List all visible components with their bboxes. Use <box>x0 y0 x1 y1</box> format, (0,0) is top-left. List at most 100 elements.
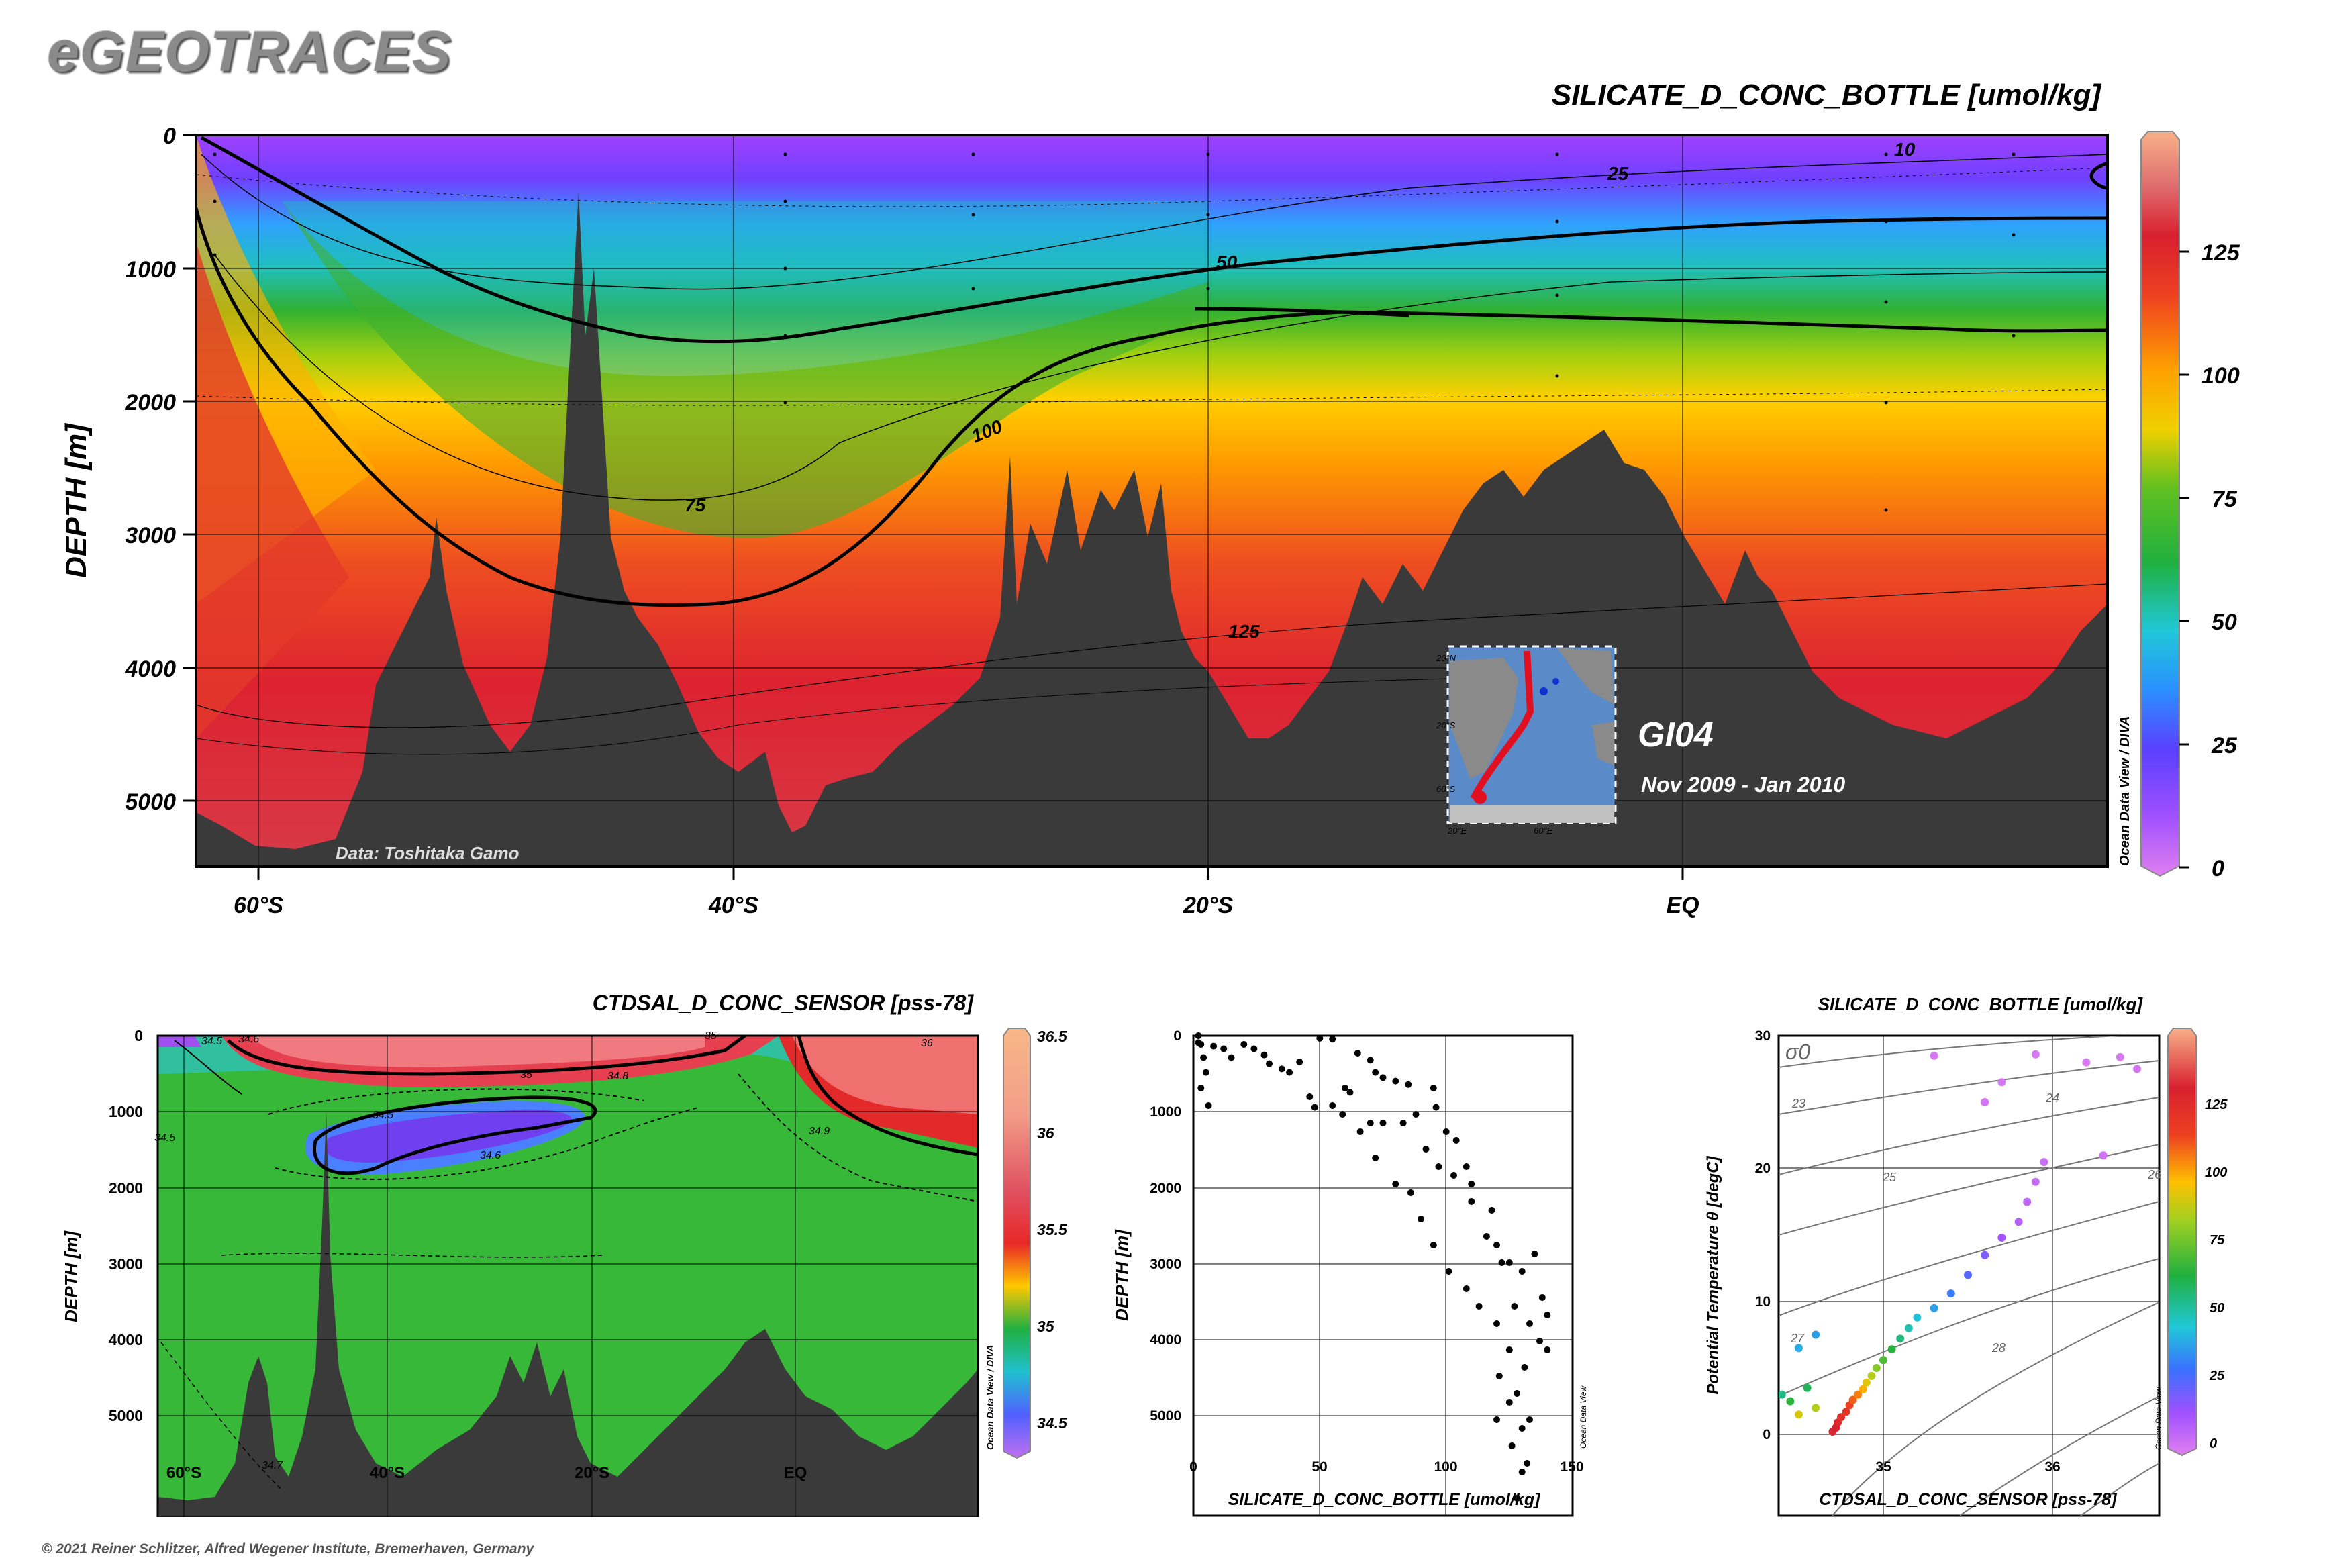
brand-logo: eGEOTRACES <box>47 19 452 84</box>
iso-label-28: 28 <box>1991 1341 2006 1355</box>
ts-point <box>1842 1408 1850 1416</box>
ts-point <box>1812 1330 1820 1339</box>
profile-point <box>1418 1216 1424 1222</box>
ts-point <box>1854 1390 1863 1399</box>
ts-point <box>1779 1390 1786 1399</box>
prof-y-tick-5000: 5000 <box>1150 1408 1181 1424</box>
profile-point <box>1210 1042 1218 1050</box>
profile-point <box>1367 1120 1374 1126</box>
profile-point <box>1521 1364 1528 1371</box>
sal-contour-34-5b: 34.5 <box>373 1110 393 1121</box>
profile-point <box>1498 1259 1505 1266</box>
sal-x-tick-eq: EQ <box>784 1464 807 1482</box>
profile-grid <box>1193 1036 1573 1516</box>
profile-point <box>1306 1093 1314 1100</box>
ts-point <box>1859 1385 1867 1393</box>
ts-y-tick-10: 10 <box>1755 1294 1771 1310</box>
ts-scatter-chart: σ0 23 24 25 26 27 28 SILICATE_D_CONC_BOT… <box>1704 994 2228 1517</box>
cb-tick-25: 25 <box>2211 733 2238 758</box>
ts-point <box>2031 1050 2040 1059</box>
sigma-label: σ0 <box>1785 1040 1810 1064</box>
ts-point <box>1930 1304 1938 1312</box>
salinity-colorbar: 36.5 36 35.5 35 34.5 Ocean Data View / D… <box>985 1028 1068 1459</box>
ts-point <box>2099 1151 2108 1160</box>
cb-tick-125: 125 <box>2201 240 2240 266</box>
profile-point <box>1493 1320 1500 1327</box>
iso-label-25: 25 <box>1882 1171 1897 1184</box>
profile-point <box>1538 1294 1546 1301</box>
ts-cb-75: 75 <box>2210 1233 2225 1248</box>
profile-point <box>1329 1102 1336 1109</box>
x-tick-60s: 60°S <box>234 893 283 918</box>
sal-y-axis-label: DEPTH [m] <box>61 1230 81 1322</box>
ts-x-axis-label: CTDSAL_D_CONC_SENSOR [pss-78] <box>1819 1490 2118 1509</box>
cb-tick-100: 100 <box>2201 363 2240 389</box>
ts-point <box>1997 1078 2006 1087</box>
ts-x-tick-35: 35 <box>1875 1459 1891 1475</box>
profile-point <box>1505 1259 1513 1266</box>
sal-y-tick-4000: 4000 <box>109 1331 143 1349</box>
profile-point <box>1445 1268 1452 1275</box>
cb-tick-50: 50 <box>2212 609 2237 635</box>
ts-point <box>1803 1383 1812 1392</box>
data-credit: Data: Toshitaka Gamo <box>336 843 519 863</box>
ts-point <box>1887 1345 1896 1354</box>
profile-point <box>1205 1102 1212 1109</box>
ts-colorbar: 0 25 50 75 100 125 <box>2167 1028 2228 1457</box>
profile-point <box>1392 1077 1399 1085</box>
sal-y-tick-3000: 3000 <box>109 1255 143 1273</box>
sal-y-tick-5000: 5000 <box>109 1407 143 1424</box>
ts-point <box>1930 1051 1938 1060</box>
bathymetry <box>196 191 2108 867</box>
sal-x-tick-20s: 20°S <box>575 1464 609 1482</box>
profile-point <box>1372 1155 1379 1161</box>
profile-point <box>1250 1045 1258 1052</box>
y-tick-0: 0 <box>163 124 176 149</box>
main-grid <box>196 135 2108 867</box>
ts-point <box>1997 1234 2006 1242</box>
ts-point <box>1896 1334 1905 1343</box>
y-tick-3000: 3000 <box>125 523 176 548</box>
sal-y-tick-1000: 1000 <box>109 1103 143 1120</box>
contour-label-10: 10 <box>1894 139 1916 160</box>
contour-label-75: 75 <box>685 495 706 516</box>
contour-label-25: 25 <box>1607 163 1629 184</box>
main-plot-frame <box>195 134 2109 868</box>
profile-point <box>1405 1081 1412 1088</box>
sal-contour-34-8: 34.8 <box>607 1071 628 1082</box>
prof-y-tick-0: 0 <box>1173 1028 1181 1044</box>
prof-x-tick-50: 50 <box>1311 1459 1327 1475</box>
ts-point <box>1769 1357 1777 1365</box>
ts-point <box>1786 1397 1795 1406</box>
ts-point <box>2116 1052 2124 1061</box>
profile-point <box>1450 1172 1457 1179</box>
profile-point <box>1526 1416 1533 1423</box>
ts-title: SILICATE_D_CONC_BOTTLE [umol/kg] <box>1818 994 2144 1014</box>
ts-point <box>1848 1395 1857 1404</box>
profile-point <box>1463 1163 1470 1170</box>
ts-point <box>1867 1371 1876 1380</box>
inset-lat-60s: 60°S <box>1436 784 1456 794</box>
sal-cb-35: 35 <box>1037 1318 1055 1335</box>
ts-point <box>1761 1351 1769 1359</box>
sal-contour-34-5c: 34.5 <box>154 1132 175 1144</box>
ts-point <box>1872 1364 1881 1372</box>
profile-point <box>1511 1303 1518 1310</box>
main-section-chart: 10 25 50 75 100 125 SILICATE_D_CONC_BOTT… <box>60 79 2240 918</box>
prof-y-tick-3000: 3000 <box>1150 1257 1181 1272</box>
sal-x-tick-40s: 40°S <box>370 1464 405 1482</box>
sal-contour-34-5a: 34.5 <box>201 1036 222 1047</box>
cruise-dates: Nov 2009 - Jan 2010 <box>1641 773 1845 797</box>
profile-point <box>1392 1181 1399 1187</box>
sal-colorbar-caption: Ocean Data View / DIVA <box>985 1345 995 1450</box>
profile-point <box>1544 1312 1551 1318</box>
profile-point <box>1329 1036 1336 1043</box>
profile-point <box>1200 1054 1207 1061</box>
inset-lat-20n: 20°N <box>1436 653 1456 663</box>
prof-x-tick-100: 100 <box>1434 1459 1457 1475</box>
sal-y-tick-0: 0 <box>134 1027 143 1044</box>
x-tick-eq: EQ <box>1666 893 1699 918</box>
x-tick-40s: 40°S <box>708 893 758 918</box>
profile-point <box>1379 1120 1387 1126</box>
profile-point <box>1372 1069 1379 1076</box>
